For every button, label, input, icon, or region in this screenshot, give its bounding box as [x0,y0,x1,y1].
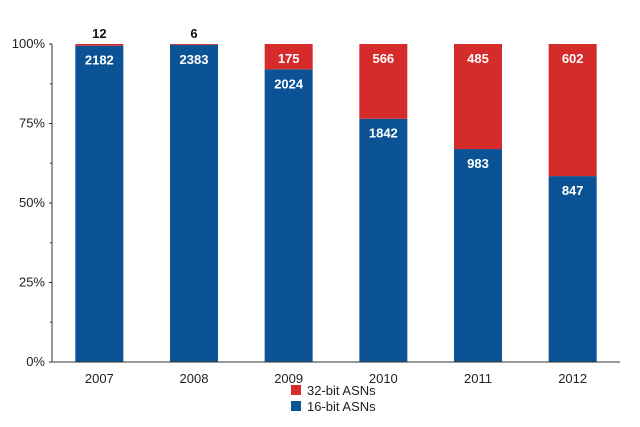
data-label-32bit-2012: 602 [562,51,584,66]
y-tick-label-0: 0% [26,354,45,369]
bar-32bit-2011 [454,44,502,150]
data-label-16bit-2012: 847 [562,183,584,198]
bar-16bit-2012 [548,176,597,362]
x-tick-label-2009: 2009 [274,371,303,386]
bar-32bit-2009 [264,44,313,70]
data-label-16bit-2010: 1842 [369,126,398,141]
data-label-32bit-2008: 6 [190,26,197,41]
data-label-16bit-2008: 2383 [180,52,209,67]
legend-label-32bit: 32-bit ASNs [307,383,376,398]
legend-swatch-32bit [291,385,301,395]
bar-16bit-2008 [170,44,218,363]
bar-32bit-2012 [548,44,597,177]
data-label-16bit-2007: 2182 [85,53,114,68]
bar-16bit-2009 [264,69,313,363]
x-tick-label-2012: 2012 [558,371,587,386]
x-tick-label-2011: 2011 [464,371,492,386]
y-tick-label-1: 25% [19,275,45,290]
bar-16bit-2007 [75,45,124,362]
bar-32bit-2008 [170,44,218,45]
data-label-32bit-2011: 485 [467,51,489,66]
bar-32bit-2010 [359,44,408,119]
bars-layer [75,44,597,363]
bar-32bit-2007 [75,44,124,46]
data-label-16bit-2009: 2024 [274,76,304,91]
bar-16bit-2010 [359,118,408,362]
x-tick-label-2007: 2007 [85,371,114,386]
x-tick-label-2008: 2008 [180,371,209,386]
legend-label-16bit: 16-bit ASNs [307,399,376,414]
y-tick-label-2: 50% [19,195,45,210]
data-label-16bit-2011: 983 [467,156,489,171]
data-label-32bit-2010: 566 [372,51,394,66]
axis-layer: 2007 2008 2009 2010 2011 2012 0% 25% 50% 75% 100% [12,36,620,386]
bar-16bit-2011 [454,149,502,362]
labels-layer: 12 2182 6 2383 175 2024 566 1842 485 983 602 847 [85,26,584,198]
legend-swatch-16bit [291,401,301,411]
data-label-32bit-2009: 175 [278,51,300,66]
data-label-32bit-2007: 12 [92,26,106,41]
y-tick-label-4: 100% [12,36,46,51]
y-tick-label-3: 75% [19,116,45,131]
x-tick-label-2010: 2010 [369,371,398,386]
